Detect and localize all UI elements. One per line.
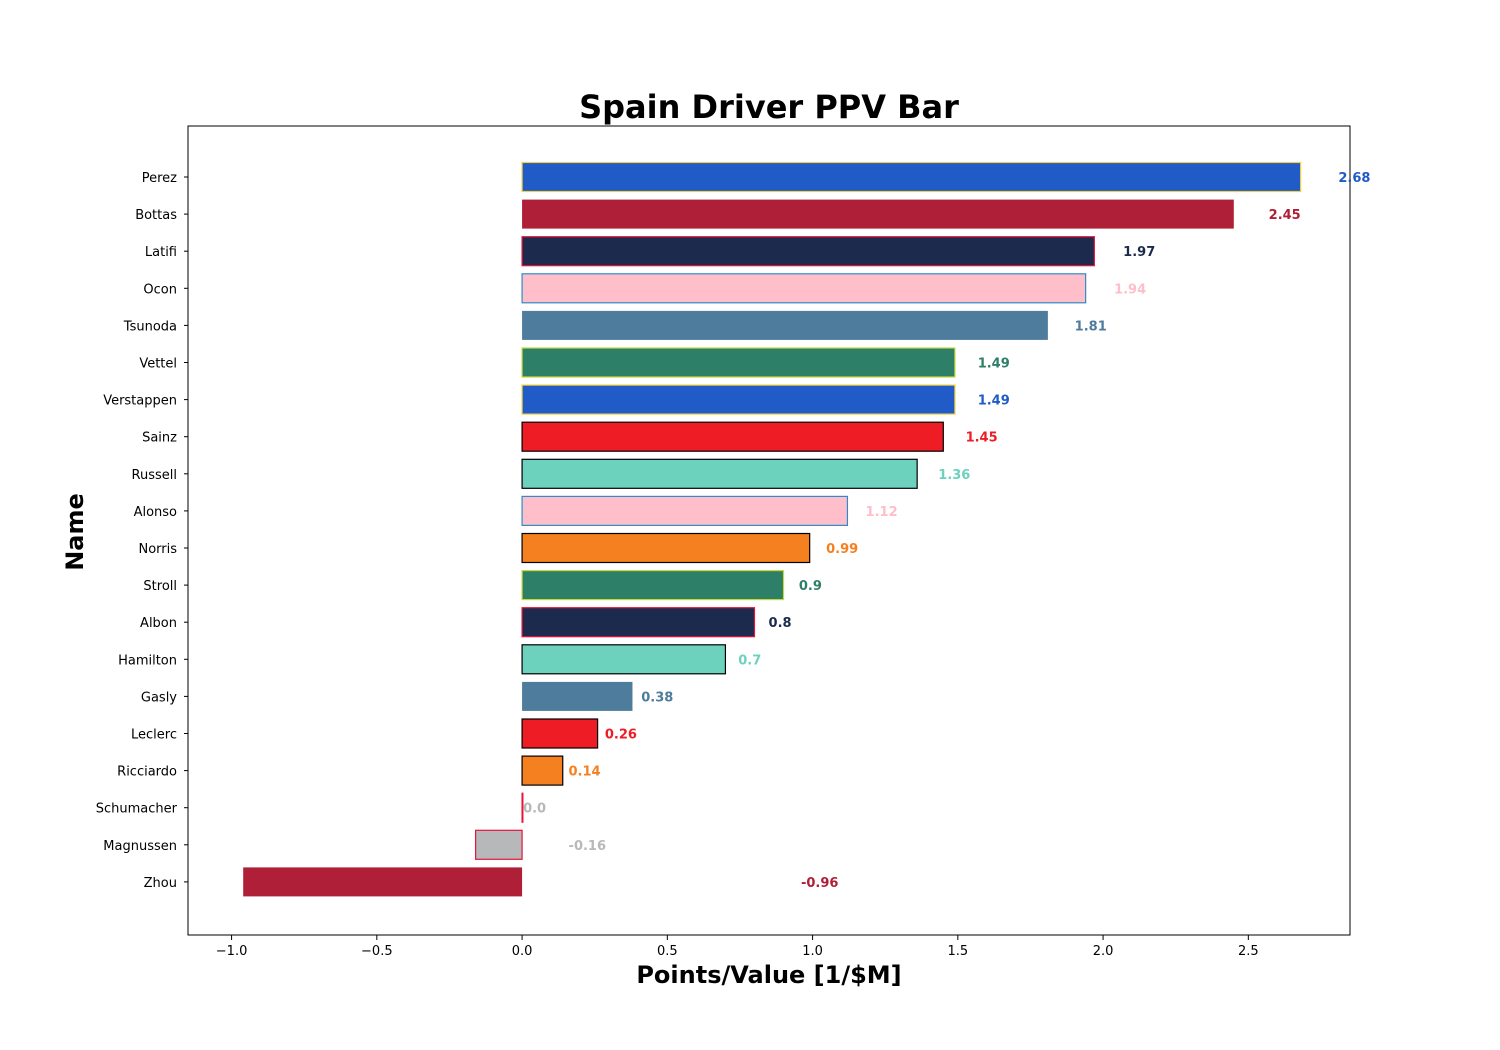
bar-zhou bbox=[243, 867, 523, 897]
y-tick-label: Vettel bbox=[139, 357, 177, 372]
y-tick-label: Hamilton bbox=[118, 653, 177, 668]
y-tick-label: Zhou bbox=[144, 876, 177, 891]
y-axis-title: Name bbox=[61, 493, 89, 571]
bar-russell bbox=[521, 458, 918, 489]
bar-albon bbox=[521, 607, 756, 638]
bar-schumacher bbox=[521, 792, 524, 823]
bar-ocon bbox=[521, 273, 1087, 304]
y-tick-label: Gasly bbox=[141, 690, 177, 705]
bar-verstappen bbox=[521, 384, 956, 415]
bar-ricciardo bbox=[521, 755, 564, 786]
x-tick-label: 2.5 bbox=[1238, 944, 1259, 959]
x-tick-label: 2.0 bbox=[1093, 944, 1114, 959]
value-label-ricciardo: 0.14 bbox=[569, 765, 601, 780]
value-label-leclerc: 0.26 bbox=[605, 728, 637, 743]
bar-norris bbox=[521, 532, 811, 564]
value-label-tsunoda: 1.81 bbox=[1075, 319, 1107, 334]
x-tick-label: 0.5 bbox=[657, 944, 678, 959]
x-axis: −1.0 −0.5 0.0 0.5 1.0 1.5 2.0 2.5 bbox=[216, 935, 1259, 959]
value-label-vettel: 1.49 bbox=[978, 357, 1010, 372]
y-tick-label: Leclerc bbox=[131, 728, 177, 743]
x-axis-title: Points/Value [1/$M] bbox=[636, 961, 901, 989]
value-label-stroll: 0.9 bbox=[799, 579, 822, 594]
y-tick-label: Stroll bbox=[143, 579, 177, 594]
value-label-schumacher: 0.0 bbox=[523, 802, 546, 817]
bar-magnussen bbox=[474, 829, 523, 860]
y-tick-label: Ocon bbox=[143, 282, 177, 297]
y-tick-label: Ricciardo bbox=[117, 765, 177, 780]
value-label-latifi: 1.97 bbox=[1123, 245, 1155, 260]
y-tick-label: Magnussen bbox=[103, 839, 177, 854]
y-tick-label: Norris bbox=[138, 542, 177, 557]
y-tick-label: Bottas bbox=[135, 208, 177, 223]
value-label-hamilton: 0.7 bbox=[738, 653, 761, 668]
bar-leclerc bbox=[521, 718, 599, 749]
value-label-sainz: 1.45 bbox=[966, 431, 998, 446]
value-label-verstappen: 1.49 bbox=[978, 394, 1010, 409]
x-tick-label: 1.0 bbox=[802, 944, 823, 959]
x-tick-label: 0.0 bbox=[512, 944, 533, 959]
y-tick-label: Perez bbox=[142, 171, 177, 186]
y-tick-label: Schumacher bbox=[96, 802, 178, 817]
value-label-gasly: 0.38 bbox=[641, 690, 673, 705]
y-tick-label: Sainz bbox=[142, 431, 177, 446]
bar-perez bbox=[521, 161, 1302, 193]
value-label-bottas: 2.45 bbox=[1269, 208, 1301, 223]
bar-stroll bbox=[521, 569, 785, 601]
value-label-magnussen: -0.16 bbox=[569, 839, 606, 854]
bars-layer bbox=[243, 161, 1302, 897]
y-tick-label: Alonso bbox=[134, 505, 177, 520]
value-label-perez: 2.68 bbox=[1338, 171, 1370, 186]
value-label-albon: 0.8 bbox=[769, 616, 792, 631]
y-tick-label: Tsunoda bbox=[123, 319, 177, 334]
bar-alonso bbox=[521, 495, 849, 526]
bar-gasly bbox=[522, 681, 633, 711]
value-label-alonso: 1.12 bbox=[866, 505, 898, 520]
value-label-norris: 0.99 bbox=[826, 542, 858, 557]
x-tick-label: −0.5 bbox=[361, 944, 393, 959]
plot-frame bbox=[187, 125, 1351, 936]
value-label-russell: 1.36 bbox=[938, 468, 970, 483]
bar-value-labels: 2.68 2.45 1.97 1.94 1.81 1.49 1.49 1.45 1.36 1.12… bbox=[523, 171, 1370, 891]
bar-tsunoda bbox=[522, 310, 1048, 340]
y-tick-label: Albon bbox=[140, 616, 177, 631]
y-tick-label: Verstappen bbox=[103, 394, 177, 409]
y-axis: Perez Bottas Latifi Ocon Tsunoda Vettel Versta… bbox=[96, 171, 188, 891]
bar-hamilton bbox=[521, 644, 727, 675]
bar-vettel bbox=[521, 347, 956, 378]
bar-bottas bbox=[522, 199, 1234, 229]
bar-latifi bbox=[521, 236, 1095, 267]
bar-sainz bbox=[521, 421, 944, 452]
chart-title: Spain Driver PPV Bar bbox=[579, 88, 959, 126]
y-tick-label: Latifi bbox=[145, 245, 177, 260]
x-tick-label: −1.0 bbox=[216, 944, 248, 959]
y-tick-label: Russell bbox=[132, 468, 177, 483]
value-label-zhou: -0.96 bbox=[801, 876, 838, 891]
x-tick-label: 1.5 bbox=[947, 944, 968, 959]
value-label-ocon: 1.94 bbox=[1114, 282, 1146, 297]
